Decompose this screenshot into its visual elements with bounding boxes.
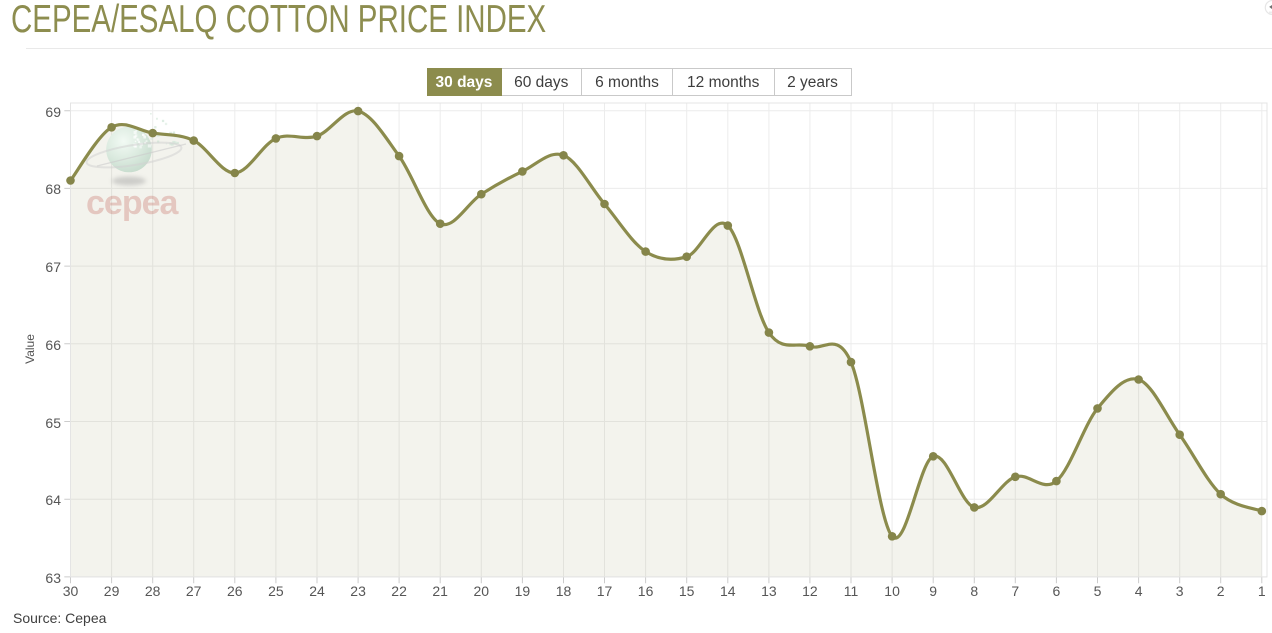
svg-text:cepea: cepea <box>86 184 179 222</box>
